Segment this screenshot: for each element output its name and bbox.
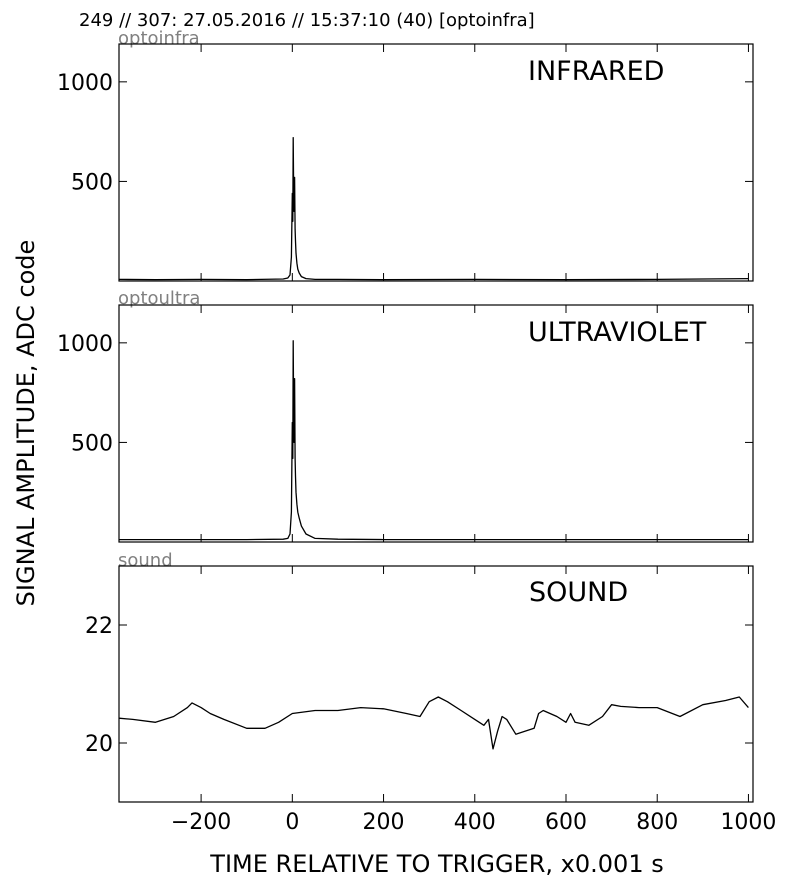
x-tick-label: 200 [363, 810, 405, 835]
panel-infrared-trace [118, 136, 749, 281]
x-tick-label: 600 [545, 810, 587, 835]
x-tick-label: 800 [636, 810, 678, 835]
x-tick-label: 1000 [720, 810, 776, 835]
panel-ultraviolet-y-tick-label: 500 [71, 431, 113, 456]
x-tick-label: 0 [285, 810, 299, 835]
panel-ultraviolet-corner-label: optoultra [118, 288, 200, 309]
panel-ultraviolet-y-tick-labels: 500 1000 [57, 332, 113, 457]
x-tick-label: −200 [171, 810, 231, 835]
panel-sound-x-tick-labels: −200 0 200 400 600 800 1000 [171, 810, 777, 835]
y-axis-label: SIGNAL AMPLITUDE, ADC code [12, 240, 40, 607]
panel-infrared-y-tick-label: 1000 [57, 71, 113, 96]
panel-sound-trace [118, 696, 749, 750]
panel-ultraviolet: optoultra 500 1000 ULTRAVIOLET [57, 288, 754, 543]
panel-ultraviolet-y-tick-label: 1000 [57, 332, 113, 357]
panel-sound-annotation: SOUND [529, 577, 628, 608]
x-tick-label: 400 [454, 810, 496, 835]
panel-ultraviolet-annotation: ULTRAVIOLET [528, 317, 707, 348]
panel-infrared-y-tick-label: 500 [71, 170, 113, 195]
panel-infrared-frame [118, 43, 754, 282]
panel-sound-ticks [119, 566, 753, 802]
x-axis-label: TIME RELATIVE TO TRIGGER, x0.001 s [209, 850, 663, 878]
panel-sound-y-tick-label: 22 [85, 614, 113, 639]
panel-sound-corner-label: sound [118, 550, 173, 571]
panel-ultraviolet-frame [118, 304, 754, 543]
panel-sound-frame [118, 565, 754, 803]
panel-infrared-annotation: INFRARED [528, 56, 664, 87]
panel-ultraviolet-trace [119, 340, 749, 541]
panel-sound-y-tick-label: 20 [85, 732, 113, 757]
panel-infrared-corner-label: optoinfra [118, 28, 200, 49]
panel-ultraviolet-ticks [119, 305, 753, 542]
panel-infrared: optoinfra 500 1000 INFRARED [57, 28, 754, 282]
panel-infrared-y-tick-labels: 500 1000 [57, 71, 113, 196]
figure-header: 249 // 307: 27.05.2016 // 15:37:10 (40) … [79, 10, 535, 31]
